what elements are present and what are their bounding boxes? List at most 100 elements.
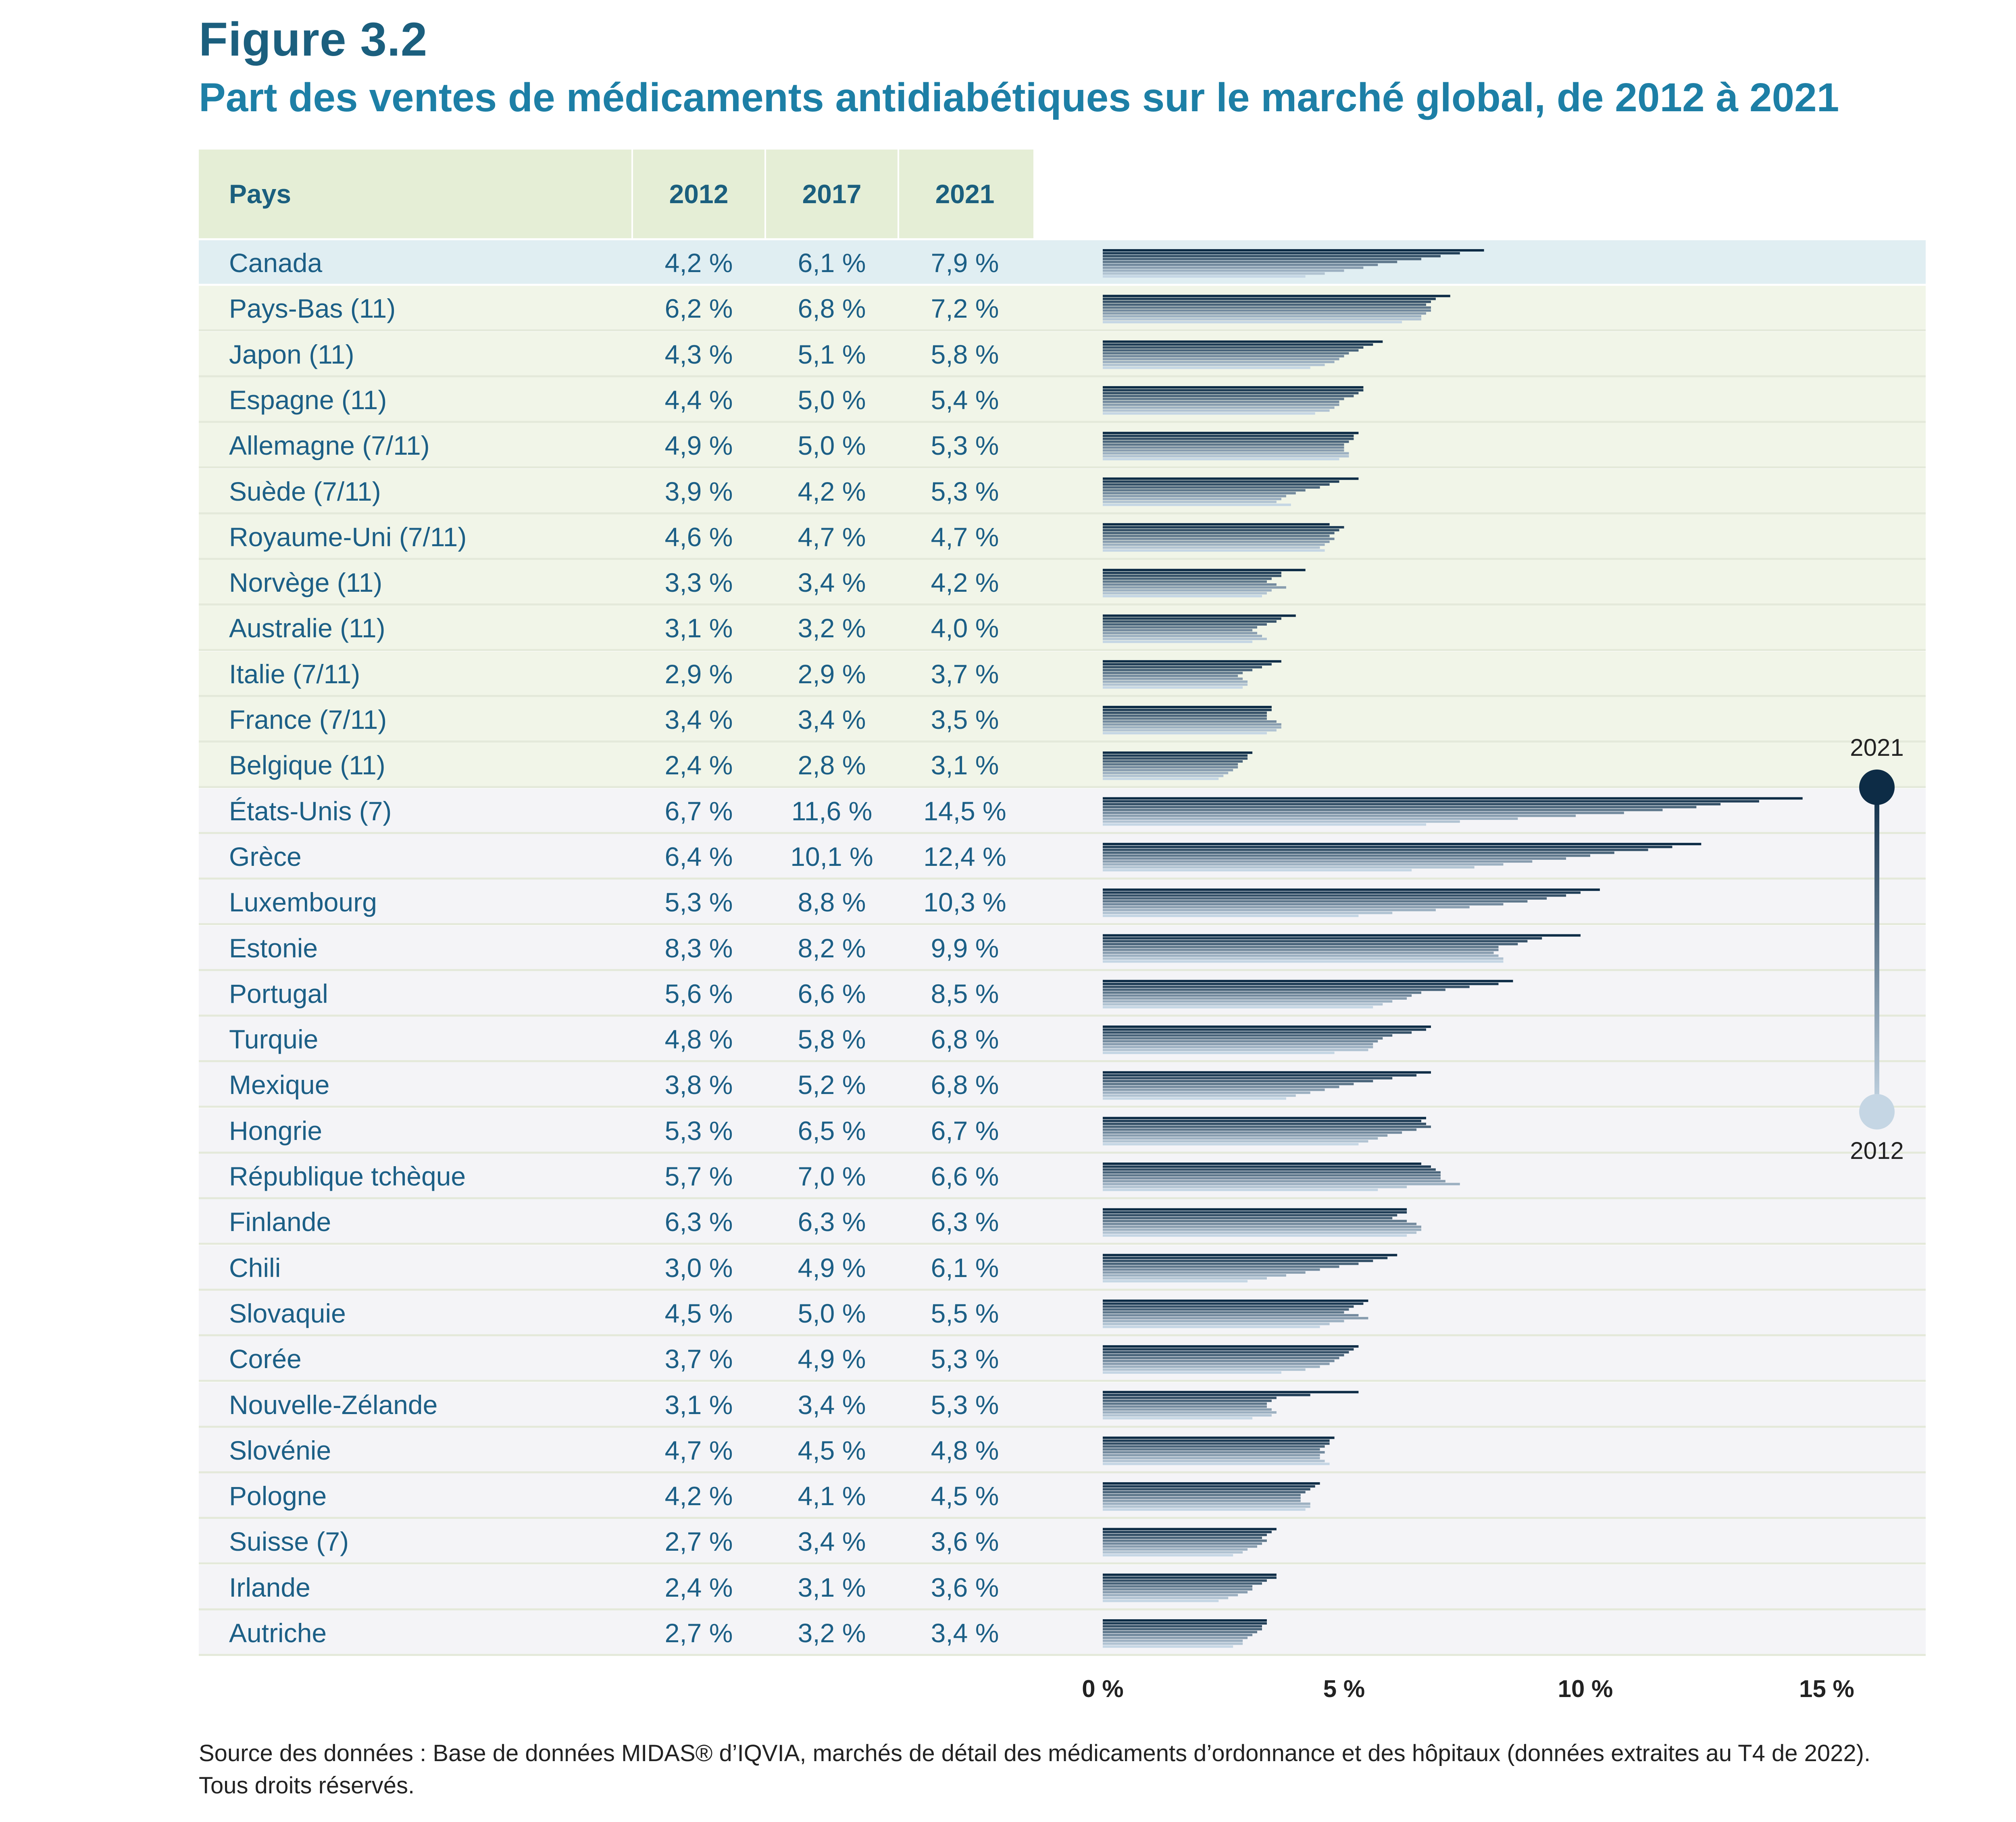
bar-2014: [1103, 1594, 1238, 1597]
bar-2016: [1103, 1588, 1253, 1591]
value-2021: 7,2 %: [931, 293, 999, 324]
value-2012: 3,8 %: [664, 1070, 733, 1100]
bar-2017: [1103, 306, 1431, 309]
value-2012: 6,4 %: [664, 841, 733, 871]
bar-2012: [1103, 869, 1412, 871]
bar-2014: [1103, 1639, 1243, 1642]
value-2021: 3,5 %: [931, 705, 999, 734]
value-2017: 3,2 %: [798, 613, 866, 643]
bar-2020: [1103, 1394, 1310, 1396]
country-bar-group: [1103, 1025, 1431, 1054]
bar-2016: [1103, 948, 1499, 951]
value-2021: 5,4 %: [931, 385, 999, 415]
bar-2020: [1103, 1622, 1267, 1625]
country-name: Pologne: [229, 1481, 327, 1511]
bar-2012: [1103, 321, 1402, 324]
bar-2019: [1103, 437, 1354, 440]
value-2021: 10,3 %: [923, 887, 1006, 917]
value-2017: 5,8 %: [798, 1024, 866, 1055]
bar-2020: [1103, 846, 1672, 849]
bar-2015: [1103, 541, 1330, 543]
bar-2015: [1103, 266, 1364, 269]
bar-2012: [1103, 1417, 1253, 1420]
table-row: Slovaquie 4,5 % 5,0 % 5,5 %: [199, 1290, 1926, 1336]
bar-2017: [1103, 900, 1528, 903]
bar-2016: [1103, 1451, 1325, 1454]
bar-2015: [1103, 1225, 1421, 1228]
bar-2021: [1103, 888, 1600, 891]
country-bar-group: [1103, 888, 1600, 917]
bar-2021: [1103, 660, 1281, 663]
value-2021: 8,5 %: [931, 978, 999, 1009]
table-row: Suède (7/11) 3,9 % 4,2 % 5,3 %: [199, 468, 1926, 514]
value-2021: 14,5 %: [923, 796, 1006, 826]
country-name: République tchèque: [229, 1161, 466, 1191]
country-bar-group: [1103, 614, 1296, 643]
bar-2013: [1103, 638, 1267, 640]
bar-2019: [1103, 1305, 1354, 1308]
bar-2015: [1103, 1088, 1325, 1091]
bar-2018: [1103, 486, 1320, 489]
header-country: Pays: [229, 179, 292, 209]
bar-2019: [1103, 483, 1330, 486]
bar-2017: [1103, 580, 1267, 583]
bar-2020: [1103, 891, 1581, 894]
value-2017: 6,3 %: [798, 1207, 866, 1237]
bar-2021: [1103, 797, 1803, 800]
country-bar-group: [1103, 1482, 1320, 1511]
value-2012: 3,1 %: [664, 613, 733, 643]
value-2012: 4,3 %: [664, 339, 733, 369]
x-tick-label: 10 %: [1558, 1675, 1613, 1702]
bar-2013: [1103, 1323, 1330, 1325]
bar-2020: [1103, 297, 1436, 300]
country-bar-group: [1103, 660, 1281, 689]
source-note: Source des données : Base de données MID…: [199, 1737, 1870, 1802]
table-row: Espagne (11) 4,4 % 5,0 % 5,4 %: [199, 377, 1926, 423]
header-divider: [898, 150, 899, 238]
bar-2013: [1103, 1048, 1368, 1051]
bar-2016: [1103, 1360, 1335, 1362]
bar-2019: [1103, 1625, 1262, 1628]
country-bar-group: [1103, 1071, 1431, 1100]
value-2012: 4,2 %: [664, 248, 733, 278]
bar-2013: [1103, 957, 1504, 960]
legend-dot-2021: [1859, 770, 1895, 805]
bar-2020: [1103, 800, 1759, 803]
bar-2013: [1103, 1414, 1272, 1417]
table-row: Suisse (7) 2,7 % 3,4 % 3,6 %: [199, 1519, 1926, 1565]
bar-2016: [1103, 1497, 1301, 1500]
bar-2016: [1103, 766, 1238, 769]
value-2021: 4,5 %: [931, 1481, 999, 1511]
table-row: Finlande 6,3 % 6,3 % 6,3 %: [199, 1199, 1926, 1245]
value-2021: 5,3 %: [931, 431, 999, 461]
bar-2018: [1103, 577, 1272, 580]
country-name: Slovénie: [229, 1435, 331, 1465]
bar-2015: [1103, 1271, 1306, 1274]
header-divider: [764, 150, 766, 238]
bar-2018: [1103, 988, 1445, 991]
bar-2016: [1103, 1405, 1267, 1408]
bar-2015: [1103, 769, 1233, 772]
country-name: Slovaquie: [229, 1298, 346, 1328]
bar-2016: [1103, 400, 1339, 403]
value-2012: 3,4 %: [664, 705, 733, 734]
country-bar-group: [1103, 934, 1581, 963]
bar-2017: [1103, 1265, 1339, 1268]
bar-2018: [1103, 1400, 1272, 1402]
bar-2012: [1103, 412, 1315, 415]
bar-2012: [1103, 641, 1253, 643]
bar-2020: [1103, 1074, 1417, 1077]
bar-2019: [1103, 300, 1431, 303]
value-2012: 4,9 %: [664, 431, 733, 461]
bar-2016: [1103, 1131, 1402, 1134]
bar-2018: [1103, 1171, 1441, 1174]
country-name: Suède (7/11): [229, 476, 381, 506]
bar-2018: [1103, 440, 1349, 443]
bar-2019: [1103, 1579, 1267, 1582]
bar-2012: [1103, 503, 1291, 506]
bar-2014: [1103, 954, 1499, 957]
value-2012: 5,3 %: [664, 887, 733, 917]
bar-2016: [1103, 903, 1504, 906]
value-2012: 4,4 %: [664, 385, 733, 415]
value-2012: 2,7 %: [664, 1618, 733, 1648]
